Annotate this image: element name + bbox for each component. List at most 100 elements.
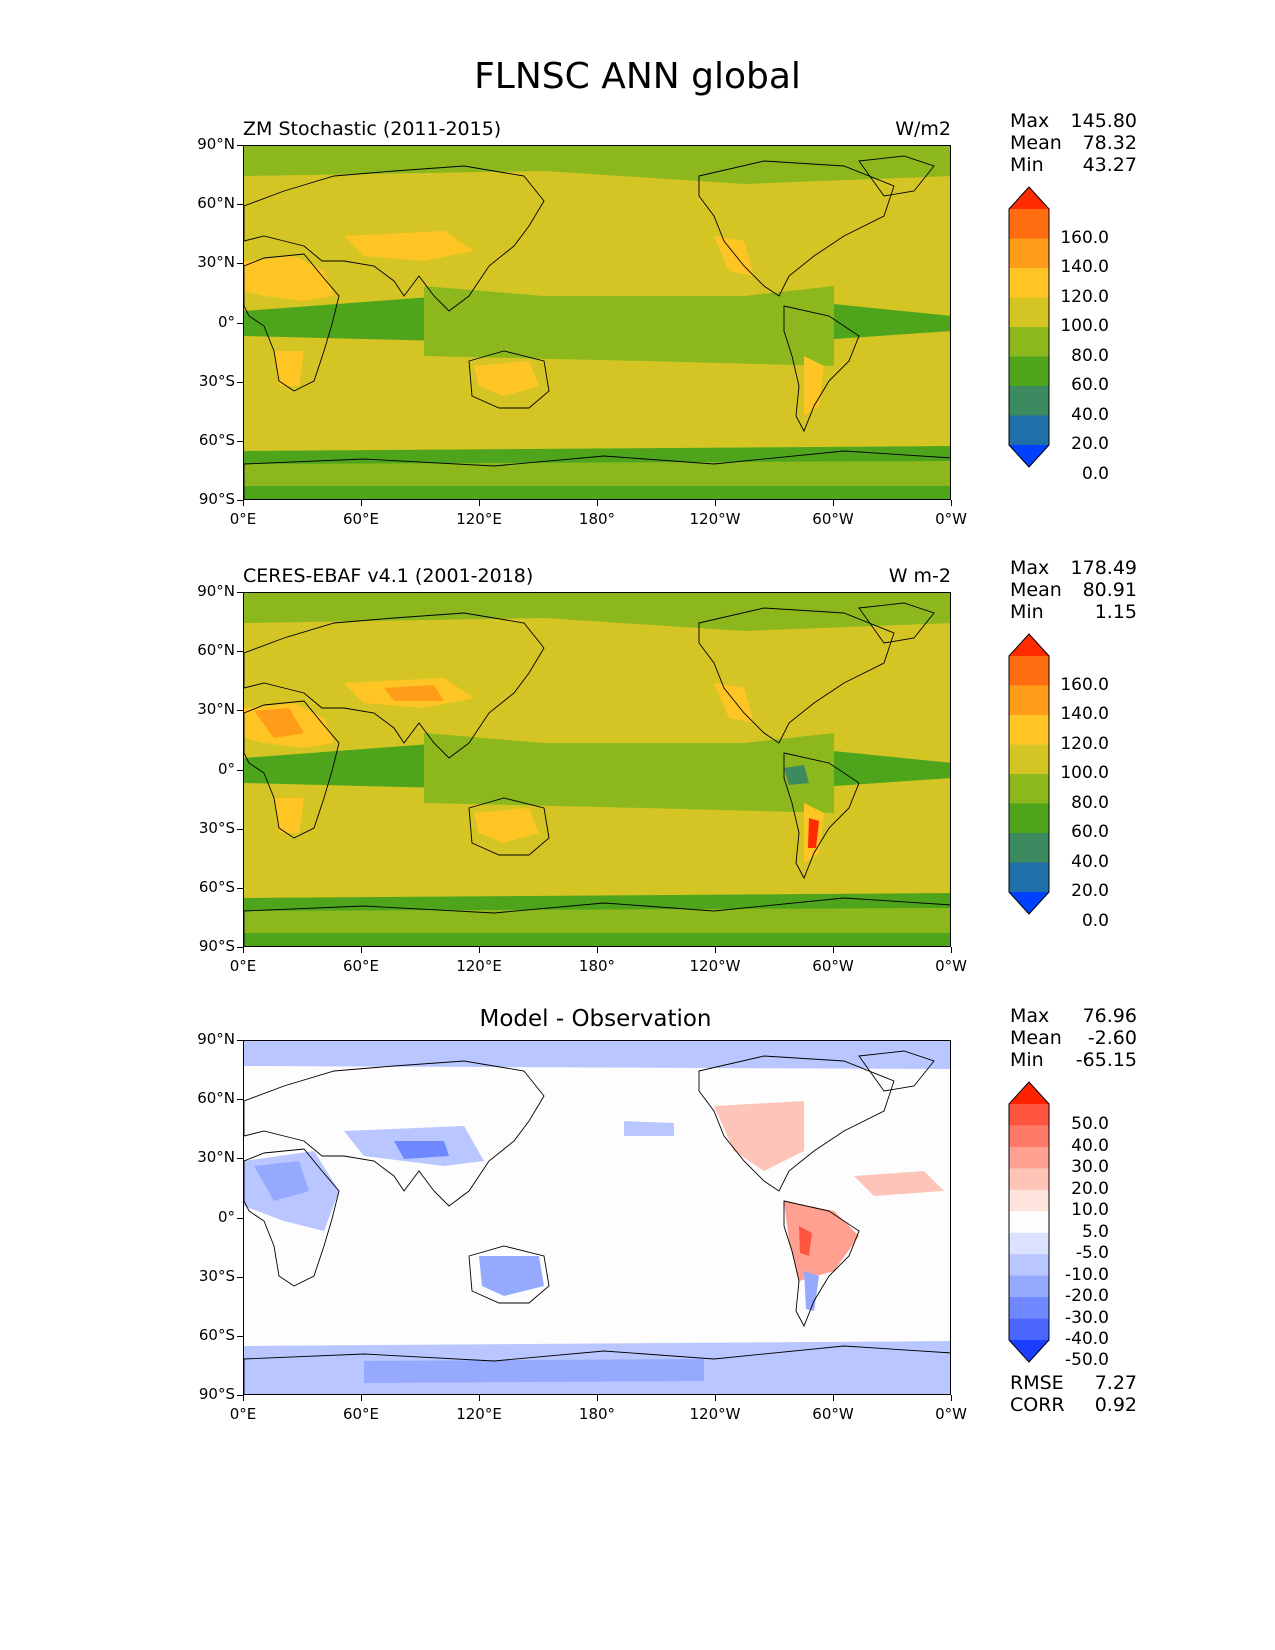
panel-title: Model - Observation: [479, 1006, 712, 1032]
colorbar-segment: [1009, 1318, 1049, 1341]
y-tick-mark: [237, 1276, 243, 1278]
colorbar-segment: [1009, 685, 1049, 716]
panel-title: ZM Stochastic (2011-2015): [243, 118, 502, 140]
y-tick-label: 90°S: [198, 490, 235, 508]
figure-title: FLNSC ANN global: [474, 56, 801, 97]
colorbar-segment: [1009, 209, 1049, 239]
colorbar-segment: [1009, 833, 1049, 863]
colorbar-segment: [1009, 803, 1049, 834]
atlantic-diff: [854, 1171, 944, 1196]
y-tick-mark: [237, 887, 243, 889]
colorbar-label: -30.0: [1065, 1307, 1109, 1328]
stat-label: Max: [1010, 1005, 1050, 1027]
y-tick-label: 0°: [217, 312, 235, 331]
x-tick-mark: [833, 947, 834, 953]
coastline-samerica: [783, 752, 860, 880]
colorbar-segment: [1009, 386, 1049, 416]
y-tick-label: 60°S: [198, 877, 235, 896]
x-tick-mark: [833, 500, 834, 506]
colorbar-label: 0.0: [1081, 910, 1109, 931]
y-tick-label: 30°N: [197, 700, 235, 719]
sahara-core: [254, 708, 304, 738]
stat-value: 78.32: [1082, 132, 1137, 154]
y-tick-mark: [237, 710, 243, 712]
colorbar-segment: [1009, 268, 1049, 298]
colorbar-segment: [1009, 1146, 1049, 1169]
panel-units: W m-2: [888, 565, 951, 587]
x-tick-label: 0°E: [229, 1405, 257, 1423]
colorbar-outline: [1008, 1081, 1050, 1363]
map-canvas: [244, 146, 950, 499]
y-tick-label: 90°N: [197, 582, 235, 600]
x-tick-mark: [951, 500, 952, 506]
y-tick-mark: [237, 381, 243, 383]
colorbar-label: 50.0: [1071, 1114, 1109, 1135]
australia-desert: [474, 808, 539, 843]
metric-row: CORR 0.92: [1010, 1394, 1137, 1416]
coastline-samerica: [783, 305, 860, 433]
x-tick-mark: [361, 947, 362, 953]
australia-desert: [474, 361, 539, 396]
colorbar-top-arrow: [1009, 634, 1049, 656]
coastline-samerica: [783, 1200, 860, 1328]
stat-row: Max 145.80: [1010, 110, 1137, 132]
x-tick-mark: [243, 947, 244, 953]
y-tick-mark: [237, 828, 243, 830]
panel-stats: Max 178.49 Mean 80.91 Min 1.15: [1010, 557, 1137, 623]
coastline-africa: [244, 700, 340, 839]
colorbar-label: -5.0: [1075, 1243, 1109, 1264]
y-tick-mark: [237, 1158, 243, 1160]
x-tick-label: 120°E: [456, 1405, 502, 1423]
colorbar-segment: [1009, 744, 1049, 775]
colorbar-segment: [1009, 297, 1049, 328]
colorbar-outline: [1008, 186, 1050, 468]
colorbar-label: 20.0: [1071, 881, 1109, 901]
colorbar-segment: [1009, 1211, 1049, 1234]
coastline-greenland: [858, 602, 935, 644]
x-tick-label: 180°: [578, 1405, 616, 1423]
colorbar: [1008, 1081, 1050, 1363]
arctic-diff: [244, 1041, 950, 1069]
y-tick-label: 60°N: [197, 1089, 235, 1108]
colorbar-label: 40.0: [1071, 1135, 1109, 1156]
x-tick-label: 60°W: [812, 957, 854, 975]
x-tick-mark: [597, 1395, 598, 1401]
stat-label: Min: [1010, 154, 1044, 176]
colorbar-segment: [1009, 1168, 1049, 1191]
colorbar-label: 30.0: [1071, 1157, 1109, 1178]
coastline-africa: [244, 1148, 340, 1287]
colorbar-label: 140.0: [1060, 704, 1109, 724]
andes-desert: [804, 356, 824, 416]
x-tick-mark: [479, 500, 480, 506]
x-tick-mark: [715, 1395, 716, 1401]
y-tick-mark: [237, 263, 243, 265]
panel-title: CERES-EBAF v4.1 (2001-2018): [243, 565, 534, 587]
x-tick-label: 60°E: [342, 957, 380, 975]
x-tick-label: 60°W: [812, 1405, 854, 1423]
panel-metrics: RMSE 7.27 CORR 0.92: [1010, 1372, 1137, 1416]
antarctic-inner-band: [244, 461, 950, 486]
x-tick-label: 60°W: [812, 510, 854, 528]
x-tick-mark: [243, 1395, 244, 1401]
coastline-antarctica: [244, 897, 950, 946]
colorbar-label: 10.0: [1071, 1200, 1109, 1221]
colorbar-label: 160.0: [1060, 674, 1109, 695]
y-tick-mark: [237, 440, 243, 442]
coastline-australia: [468, 1245, 550, 1304]
metric-label: CORR: [1010, 1394, 1065, 1416]
x-tick-mark: [597, 947, 598, 953]
coastline-namerica: [698, 1055, 895, 1192]
colorbar-label: -50.0: [1065, 1350, 1109, 1371]
amazon-low: [784, 765, 809, 785]
patagonia-diff: [804, 1271, 819, 1311]
colorbar-top-arrow: [1009, 187, 1049, 209]
y-tick-label: 60°N: [197, 194, 235, 213]
arctic-band: [244, 146, 950, 184]
coastline-antarctica: [244, 1345, 950, 1394]
sahara-desert: [244, 256, 334, 301]
y-tick-mark: [237, 145, 243, 146]
panel-stats: Max 76.96 Mean -2.60 Min -65.15: [1010, 1005, 1137, 1071]
colorbar-segment: [1009, 1125, 1049, 1148]
y-tick-mark: [237, 1217, 243, 1219]
colorbar-segment: [1009, 1232, 1049, 1255]
